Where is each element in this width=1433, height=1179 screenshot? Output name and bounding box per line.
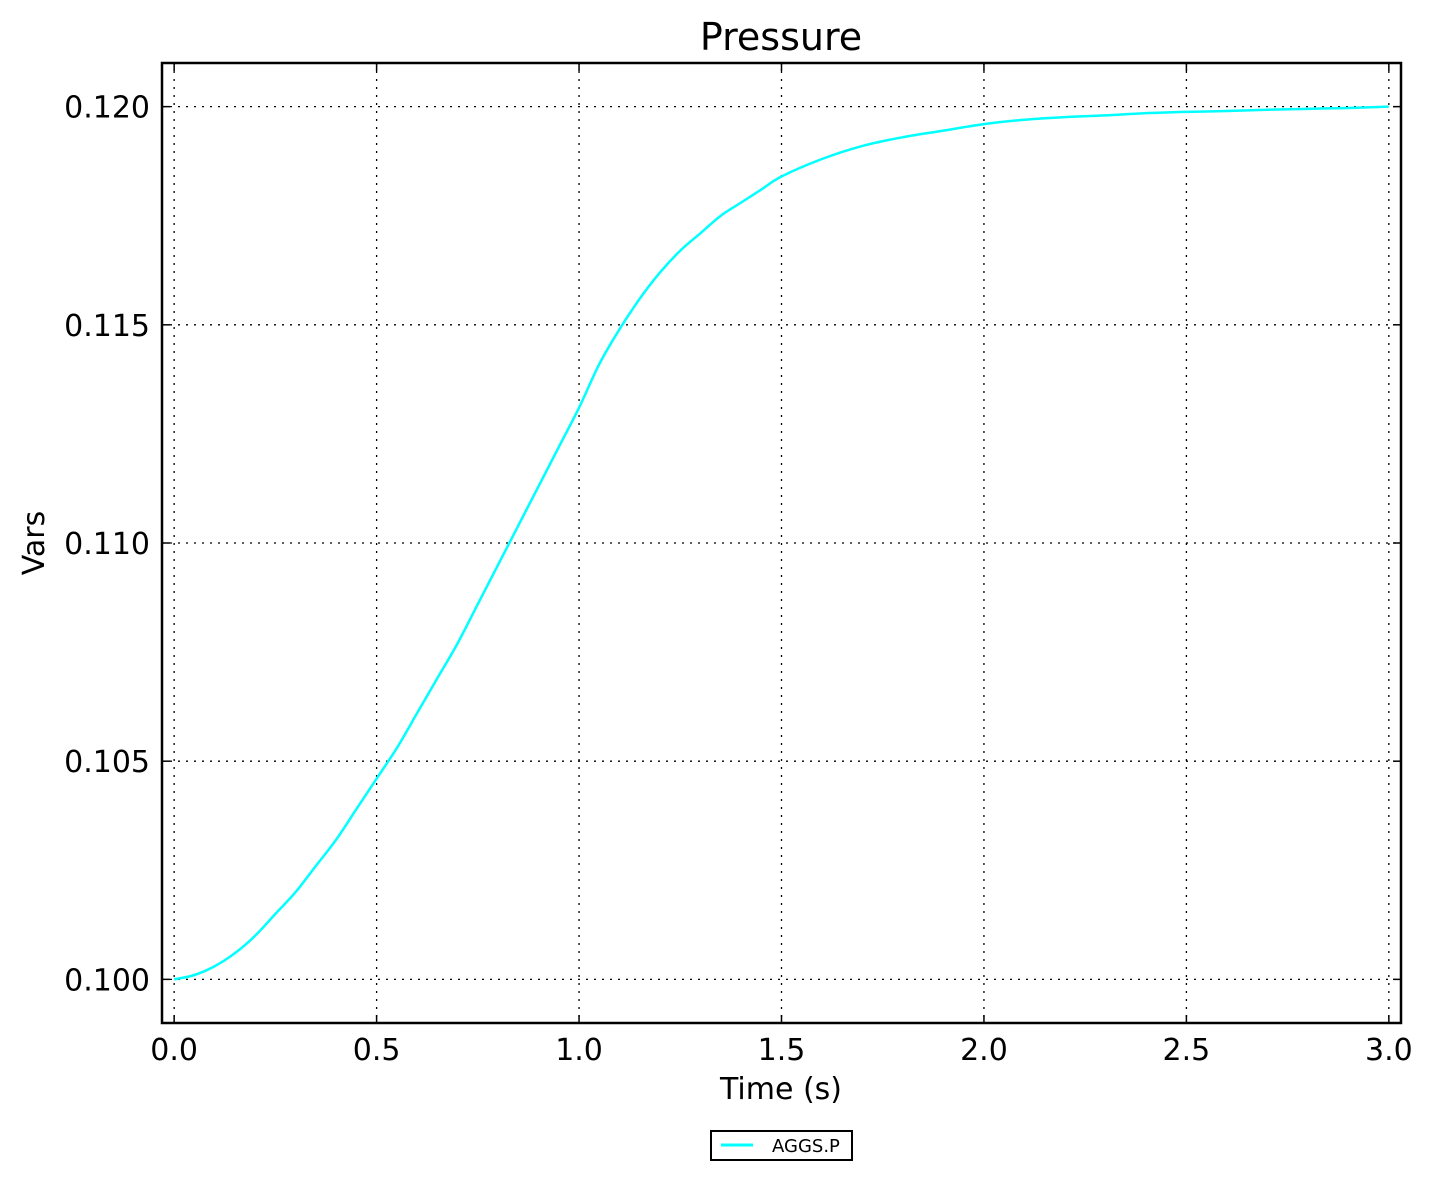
y-tick-label: 0.110 xyxy=(64,527,150,562)
y-axis-label: Vars xyxy=(17,511,52,576)
x-tick-label: 3.0 xyxy=(1365,1033,1413,1068)
y-tick-label: 0.105 xyxy=(64,745,150,780)
chart-title: Pressure xyxy=(700,15,862,59)
series-layer xyxy=(173,105,1389,981)
y-tick-label: 0.100 xyxy=(64,963,150,998)
x-axis-tick-labels: 0.0 0.5 1.0 1.5 2.0 2.5 3.0 xyxy=(150,1033,1412,1068)
legend: AGGS.P xyxy=(710,1130,853,1161)
x-tick-label: 2.5 xyxy=(1163,1033,1211,1068)
x-tick-label: 2.0 xyxy=(960,1033,1008,1068)
legend-label-aggs-p: AGGS.P xyxy=(772,1136,840,1157)
y-axis-tick-labels: 0.100 0.105 0.110 0.115 0.120 xyxy=(64,91,150,999)
x-tick-label: 0.5 xyxy=(353,1033,401,1068)
x-tick-label: 1.0 xyxy=(555,1033,603,1068)
y-tick-label: 0.120 xyxy=(64,91,150,126)
grid-lines xyxy=(162,63,1401,1023)
x-tick-label: 1.5 xyxy=(758,1033,806,1068)
x-axis-label: Time (s) xyxy=(719,1072,842,1107)
y-tick-label: 0.115 xyxy=(64,309,150,344)
series-line-aggs-p xyxy=(173,105,1389,981)
x-tick-label: 0.0 xyxy=(150,1033,198,1068)
tick-marks xyxy=(162,63,1401,1023)
